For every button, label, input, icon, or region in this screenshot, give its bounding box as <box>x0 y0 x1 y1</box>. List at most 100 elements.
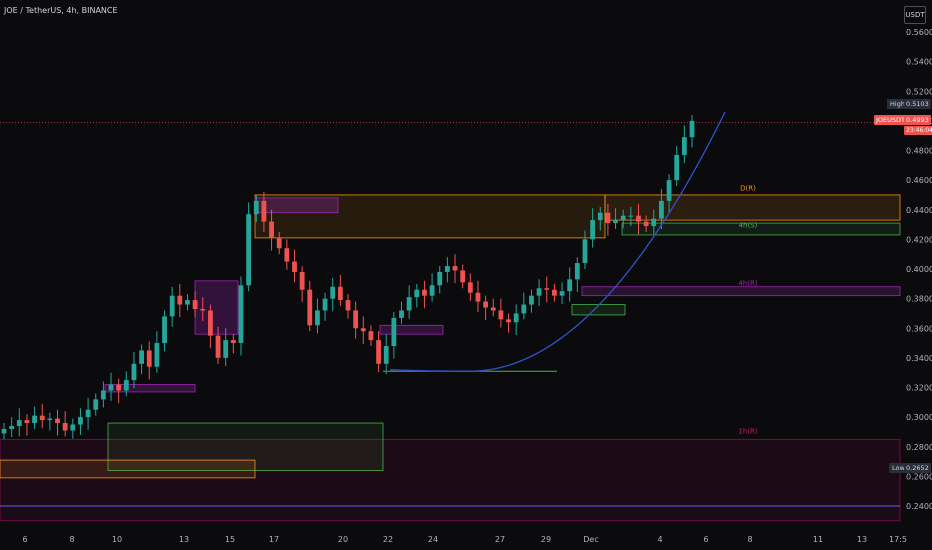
time-axis-tick: Dec <box>583 535 598 544</box>
candle-body <box>414 289 420 298</box>
candle-body <box>452 266 458 271</box>
candle-body <box>39 415 45 421</box>
candle-body <box>93 399 99 410</box>
candle-body <box>154 343 160 367</box>
candle-body <box>605 212 611 224</box>
symbol-title[interactable]: JOE / TetherUS, 4h, BINANCE <box>4 6 118 15</box>
candle-body <box>360 328 366 332</box>
price-axis-tick: 0.3400 <box>906 354 932 363</box>
candle-body <box>590 220 596 240</box>
zone-label-4h-support: 4h(S) <box>739 222 758 230</box>
candle-body <box>230 340 236 344</box>
time-axis-tick: 20 <box>338 535 348 544</box>
candle-body <box>215 335 221 358</box>
price-axis-tick: 0.3200 <box>906 384 932 393</box>
time-axis-tick: 4 <box>657 535 662 544</box>
candle-body <box>47 418 53 421</box>
candle-body <box>123 380 129 391</box>
candle-body <box>315 310 320 326</box>
price-axis-tick: 0.2600 <box>906 472 932 481</box>
time-axis-tick: 8 <box>69 535 74 544</box>
price-axis-tick: 0.4000 <box>906 265 932 274</box>
currency-selector[interactable]: USDT <box>904 6 926 24</box>
high-label: High <box>887 99 908 109</box>
zone-4h-support <box>621 222 901 236</box>
price-axis-tick: 0.3000 <box>906 413 932 422</box>
zone-label-1h: 1h(R) <box>738 427 757 435</box>
candle-body <box>460 270 466 283</box>
price-axis-tick: 0.4800 <box>906 147 932 156</box>
candle-body <box>353 310 359 329</box>
candle-body <box>307 289 313 326</box>
time-axis-tick: 17:5 <box>889 535 907 544</box>
candle-body <box>24 420 30 424</box>
zone-label-daily: D(R) <box>740 184 756 192</box>
candle-body <box>177 295 183 305</box>
candle-body <box>116 384 122 391</box>
price-axis-tick: 0.5600 <box>906 28 932 37</box>
candle-body <box>292 261 297 272</box>
high-value: 0.5103 <box>904 99 931 109</box>
candle-body <box>223 340 229 358</box>
candle-body <box>429 285 435 296</box>
candle-body <box>643 221 649 227</box>
time-axis-tick: 6 <box>22 535 27 544</box>
candle-body <box>406 297 412 311</box>
zone-daily-box <box>254 194 606 239</box>
candle-body <box>32 415 37 424</box>
candle-body <box>345 300 351 311</box>
candle-body <box>536 288 542 296</box>
price-axis-tick: 0.4400 <box>906 206 932 215</box>
parabolic-curve <box>389 111 726 372</box>
high-label-text: High <box>890 100 905 108</box>
price-axis-tick: 0.2800 <box>906 443 932 452</box>
candle-body <box>574 263 580 280</box>
candle-body <box>299 271 305 290</box>
candle-body <box>559 291 565 296</box>
candle-body <box>376 340 381 364</box>
candle-body <box>1 428 7 434</box>
candle-body <box>544 288 550 290</box>
candle-body <box>674 154 680 181</box>
candle-body <box>513 313 519 323</box>
candle-body <box>337 286 343 301</box>
candle-body <box>330 286 336 299</box>
price-axis-tick: 0.5400 <box>906 58 932 67</box>
candle-body <box>391 317 397 347</box>
candle-body <box>284 248 290 262</box>
symbol-tag: JOEUSDT <box>874 115 907 125</box>
time-axis-tick: 17 <box>269 535 279 544</box>
candle-body <box>9 426 15 429</box>
low-label-text: Low <box>892 464 905 472</box>
candle-body <box>139 350 144 364</box>
zone-purple-low <box>379 324 444 335</box>
time-axis-tick: 27 <box>495 535 505 544</box>
low-value: 0.2652 <box>904 463 931 473</box>
candle-body <box>567 279 573 292</box>
candle-body <box>383 346 389 364</box>
candle-body <box>490 307 496 311</box>
time-axis-tick: 6 <box>703 535 708 544</box>
candle-body <box>253 200 259 215</box>
candle-body <box>208 310 213 336</box>
current-price-tag: 0.4993 <box>904 115 931 125</box>
candle-body <box>368 331 374 341</box>
candle-body <box>192 300 198 309</box>
candle-body <box>269 221 274 238</box>
time-axis-tick: 15 <box>225 535 235 544</box>
candle-body <box>529 295 534 305</box>
countdown-tag: 23:46:04 <box>904 126 932 135</box>
candle-body <box>70 424 76 431</box>
candle-body <box>131 363 137 381</box>
candle-body <box>261 200 267 222</box>
candle-body <box>467 282 473 293</box>
zone-purple-mid <box>194 280 239 335</box>
price-axis-tick: 0.4600 <box>906 176 932 185</box>
zone-4h-resist <box>581 286 901 297</box>
time-axis-tick: 24 <box>428 535 438 544</box>
candle-body <box>552 289 557 296</box>
candle-body <box>521 304 527 314</box>
